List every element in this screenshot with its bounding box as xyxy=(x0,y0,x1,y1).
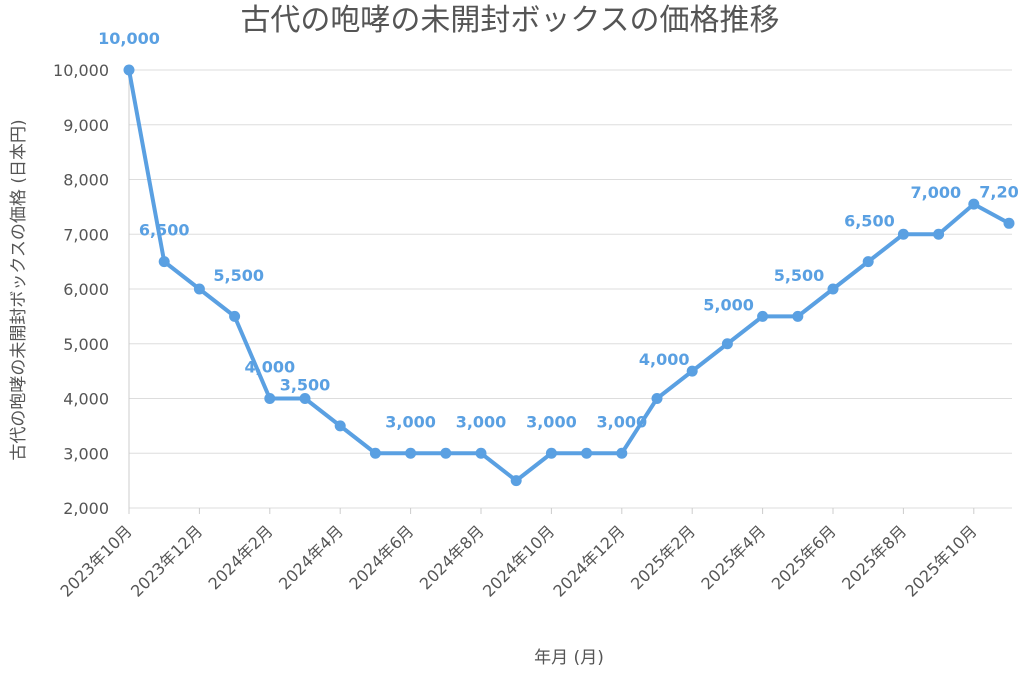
data-point xyxy=(1003,217,1015,229)
x-tick-label: 2025年10月 xyxy=(901,521,980,600)
data-label: 3,000 xyxy=(385,412,436,431)
data-point xyxy=(545,447,557,459)
data-point xyxy=(721,338,733,350)
data-label: 10,000 xyxy=(98,29,160,48)
y-tick-label: 9,000 xyxy=(63,116,109,135)
data-point xyxy=(510,475,522,487)
y-tick-label: 10,000 xyxy=(53,61,109,80)
data-label: 5,500 xyxy=(774,266,825,285)
data-point xyxy=(827,283,839,295)
y-tick-label: 4,000 xyxy=(63,390,109,409)
data-point xyxy=(581,447,593,459)
y-axis-title: 古代の咆哮の未開封ボックスの価格 (日本円) xyxy=(9,119,29,460)
x-axis-ticks: 2023年10月2023年12月2024年2月2024年4月2024年6月202… xyxy=(57,508,981,601)
data-point xyxy=(158,256,170,268)
y-tick-label: 8,000 xyxy=(63,171,109,190)
data-point xyxy=(475,447,487,459)
gridlines xyxy=(128,69,1012,509)
data-point xyxy=(651,393,663,404)
data-label: 3,000 xyxy=(456,412,507,431)
data-label: 5,000 xyxy=(703,295,754,314)
data-point xyxy=(757,310,769,322)
x-tick-label: 2024年12月 xyxy=(549,521,628,600)
y-tick-label: 5,000 xyxy=(63,335,109,354)
data-point xyxy=(193,283,205,295)
data-label: 7,000 xyxy=(910,183,961,202)
x-tick-label: 2024年4月 xyxy=(275,521,347,593)
data-label: 6,500 xyxy=(139,221,190,240)
data-point xyxy=(616,447,628,459)
data-point xyxy=(897,228,909,240)
y-tick-label: 3,000 xyxy=(63,444,109,463)
x-tick-label: 2025年2月 xyxy=(627,521,699,593)
data-point xyxy=(862,256,874,268)
data-label: 4,000 xyxy=(639,350,690,369)
data-point xyxy=(369,447,381,459)
data-point xyxy=(686,365,698,377)
x-tick-label: 2025年6月 xyxy=(768,521,840,593)
x-tick-label: 2024年8月 xyxy=(416,521,488,593)
x-axis-title: 年月 (月) xyxy=(534,648,604,668)
data-point xyxy=(933,228,945,240)
data-point xyxy=(229,310,241,322)
series-price xyxy=(123,64,1015,487)
x-tick-label: 2023年12月 xyxy=(127,521,206,600)
data-point xyxy=(334,420,346,432)
data-point xyxy=(264,393,276,404)
data-label: 3,500 xyxy=(280,376,331,395)
x-tick-label: 2024年10月 xyxy=(479,521,558,600)
data-label: 7,20 xyxy=(979,182,1018,201)
data-point xyxy=(405,447,417,459)
data-label: 5,500 xyxy=(213,266,264,285)
x-tick-label: 2025年4月 xyxy=(697,521,769,593)
x-tick-label: 2024年2月 xyxy=(205,521,277,593)
data-label: 6,500 xyxy=(844,211,895,230)
y-tick-label: 2,000 xyxy=(63,499,109,518)
data-point xyxy=(440,447,452,459)
x-tick-label: 2023年10月 xyxy=(57,521,136,600)
data-point xyxy=(792,310,804,322)
series-line xyxy=(127,68,1011,483)
data-label: 3,000 xyxy=(596,412,647,431)
data-point xyxy=(123,64,135,76)
x-tick-label: 2025年8月 xyxy=(838,521,910,593)
data-point xyxy=(299,393,311,404)
data-label: 4,000 xyxy=(244,358,295,377)
y-tick-label: 6,000 xyxy=(63,280,109,299)
y-tick-label: 7,000 xyxy=(63,225,109,244)
y-axis-ticks: 2,000 3,000 4,000 5,000 6,000 7,000 8,000 9,000… xyxy=(53,61,109,518)
chart-title: 古代の咆哮の未開封ボックスの価格推移 xyxy=(240,3,779,38)
data-label: 3,000 xyxy=(526,412,577,431)
data-point xyxy=(968,198,980,210)
x-tick-label: 2024年6月 xyxy=(345,521,417,593)
